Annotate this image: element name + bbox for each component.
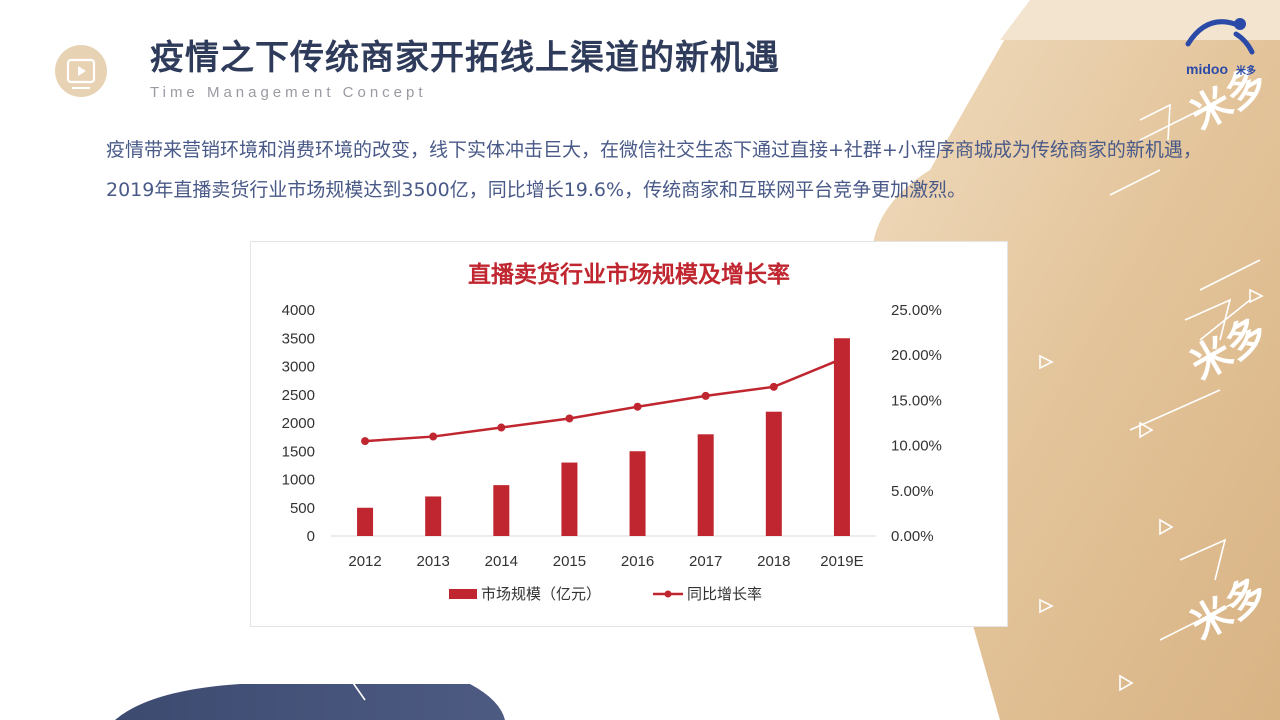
growth-rate-line (364, 357, 843, 443)
y-right-tick-label: 0.00% (891, 528, 934, 545)
y-right-tick-label: 25.00% (891, 302, 942, 319)
y-left-tick-label: 4000 (282, 302, 315, 319)
market-size-chart: 直播卖货行业市场规模及增长率 0 500 1000 1500 2000 2500 3000 3… (282, 261, 942, 603)
growth-rate-point (429, 432, 438, 441)
x-tick-label: 2013 (417, 553, 450, 570)
x-tick-label: 2015 (553, 553, 586, 570)
bar-market-size (629, 451, 646, 536)
bar-market-size (357, 507, 374, 536)
growth-rate-point (497, 423, 506, 432)
y-left-tick-label: 500 (290, 500, 315, 517)
x-tick-label: 2014 (485, 553, 518, 570)
y-left-tick-label: 3500 (282, 330, 315, 347)
y-left-tick-label: 0 (307, 528, 315, 545)
decor-lines (299, 103, 1264, 701)
growth-rate-point (361, 437, 370, 446)
x-tick-label: 2017 (689, 553, 722, 570)
bar-market-size (493, 485, 510, 536)
legend-bar-label: 市场规模（亿元） (481, 585, 601, 603)
logo-text: midoo (1186, 61, 1228, 77)
y-right-tick-label: 5.00% (891, 483, 934, 500)
growth-rate-point (633, 402, 642, 411)
y-right-tick-label: 10.00% (891, 438, 942, 455)
x-tick-label: 2016 (621, 553, 654, 570)
chart-panel: 直播卖货行业市场规模及增长率 0 500 1000 1500 2000 2500 3000 3… (250, 241, 1008, 627)
growth-rate-point (837, 354, 846, 363)
navy-shape (115, 684, 505, 720)
growth-rate-point (701, 391, 710, 400)
x-tick-label: 2012 (348, 553, 381, 570)
chart-title: 直播卖货行业市场规模及增长率 (468, 261, 790, 288)
y-left-tick-label: 3000 (282, 359, 315, 376)
bar-market-size (561, 462, 578, 536)
y-left-tick-label: 2000 (282, 415, 315, 432)
intro-paragraph: 疫情带来营销环境和消费环境的改变，线下实体冲击巨大，在微信社交生态下通过直接+社… (106, 139, 1202, 201)
bar-market-size (697, 434, 714, 536)
y-left-tick-label: 1000 (282, 472, 315, 489)
legend-bar-swatch (449, 589, 477, 599)
y-left-tick-label: 1500 (282, 443, 315, 460)
brand-logo: midoo 米多 (1185, 18, 1256, 77)
y-right-tick-label: 20.00% (891, 347, 942, 364)
growth-rate-point (769, 382, 778, 391)
page-title: 疫情之下传统商家开拓线上渠道的新机遇 (150, 38, 780, 78)
x-tick-label: 2019E (820, 553, 863, 570)
bar-market-size (833, 338, 850, 536)
y-left-tick-label: 2500 (282, 387, 315, 404)
page-subtitle: Time Management Concept (150, 84, 427, 101)
video-icon (55, 45, 107, 97)
bar-market-size (425, 496, 442, 536)
growth-rate-point (565, 414, 574, 423)
legend-line-label: 同比增长率 (687, 585, 762, 603)
bar-market-size (765, 411, 782, 536)
gold-top-strip (1000, 0, 1280, 40)
legend-line-marker (664, 590, 672, 598)
y-right-tick-label: 15.00% (891, 392, 942, 409)
logo-cn-text: 米多 (1236, 64, 1256, 77)
x-tick-label: 2018 (757, 553, 790, 570)
